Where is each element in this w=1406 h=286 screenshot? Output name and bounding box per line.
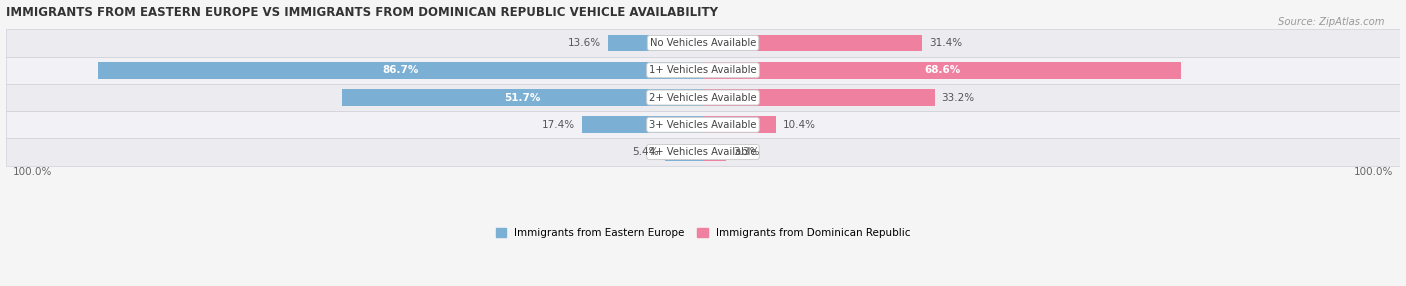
Legend: Immigrants from Eastern Europe, Immigrants from Dominican Republic: Immigrants from Eastern Europe, Immigran… [491,224,915,243]
Bar [703,116,776,133]
Text: 86.7%: 86.7% [382,65,419,75]
Text: 51.7%: 51.7% [505,92,541,102]
Text: 1+ Vehicles Available: 1+ Vehicles Available [650,65,756,75]
Text: 3.3%: 3.3% [733,147,759,157]
Text: 10.4%: 10.4% [783,120,815,130]
Text: 13.6%: 13.6% [568,38,602,48]
Bar [703,89,935,106]
Bar [582,116,703,133]
Bar [609,35,703,51]
FancyBboxPatch shape [6,29,1400,57]
Bar [665,144,703,160]
Bar [343,89,703,106]
FancyBboxPatch shape [6,84,1400,111]
Text: 4+ Vehicles Available: 4+ Vehicles Available [650,147,756,157]
Text: 5.4%: 5.4% [631,147,658,157]
Text: IMMIGRANTS FROM EASTERN EUROPE VS IMMIGRANTS FROM DOMINICAN REPUBLIC VEHICLE AVA: IMMIGRANTS FROM EASTERN EUROPE VS IMMIGR… [6,5,717,19]
Bar [98,62,703,79]
Text: 2+ Vehicles Available: 2+ Vehicles Available [650,92,756,102]
Text: 3+ Vehicles Available: 3+ Vehicles Available [650,120,756,130]
FancyBboxPatch shape [6,57,1400,84]
Bar [703,35,922,51]
FancyBboxPatch shape [6,138,1400,166]
Text: 31.4%: 31.4% [929,38,962,48]
Text: 33.2%: 33.2% [942,92,974,102]
Bar [703,144,725,160]
Text: 68.6%: 68.6% [924,65,960,75]
Text: 100.0%: 100.0% [1354,167,1393,177]
Bar [703,62,1181,79]
Text: No Vehicles Available: No Vehicles Available [650,38,756,48]
FancyBboxPatch shape [6,111,1400,138]
Text: Source: ZipAtlas.com: Source: ZipAtlas.com [1278,17,1385,27]
Text: 100.0%: 100.0% [13,167,52,177]
Text: 17.4%: 17.4% [541,120,575,130]
